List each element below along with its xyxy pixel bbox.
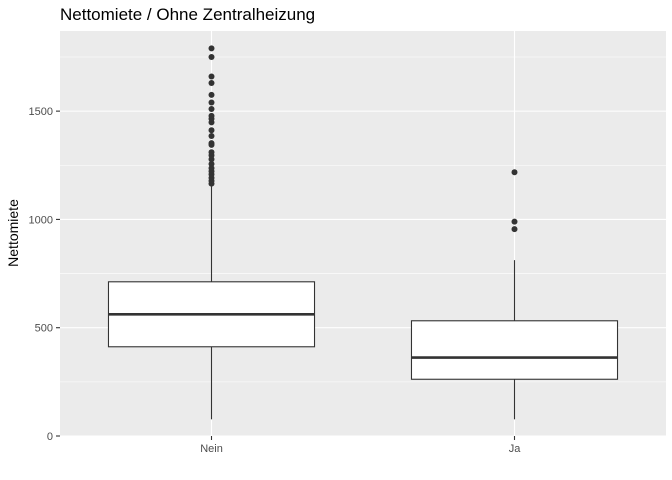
outlier-point bbox=[208, 140, 215, 147]
outlier-point bbox=[208, 165, 215, 172]
outlier-point bbox=[511, 169, 518, 176]
outlier-point bbox=[208, 133, 215, 140]
outlier-point bbox=[208, 160, 215, 167]
outlier-point bbox=[208, 45, 215, 52]
box-group bbox=[107, 45, 619, 420]
x-axis: Nein Ja bbox=[200, 436, 521, 455]
minor-gridlines bbox=[60, 56, 666, 383]
outlier-point bbox=[208, 91, 215, 98]
y-tick-label: 1500 bbox=[29, 106, 53, 118]
box-iqr bbox=[410, 320, 619, 380]
outlier-point bbox=[208, 149, 215, 156]
outlier-point bbox=[208, 79, 215, 86]
chart-title: Nettomiete / Ohne Zentralheizung bbox=[60, 5, 315, 24]
y-tick-label: 0 bbox=[47, 431, 53, 443]
outlier-point bbox=[208, 99, 215, 106]
outlier-point bbox=[208, 127, 215, 134]
x-tick-label: Ja bbox=[509, 443, 522, 455]
box-ja bbox=[410, 169, 619, 420]
outlier-point bbox=[208, 53, 215, 60]
y-axis: 0 500 1000 1500 bbox=[29, 106, 60, 443]
y-tick-label: 500 bbox=[35, 323, 53, 335]
outlier-point bbox=[208, 105, 215, 112]
y-axis-label: Nettomiete bbox=[5, 199, 21, 267]
outlier-point bbox=[511, 218, 518, 225]
box-nein bbox=[107, 45, 316, 420]
outlier-point bbox=[208, 73, 215, 80]
y-tick-label: 1000 bbox=[29, 214, 53, 226]
x-tick-label: Nein bbox=[200, 443, 223, 455]
outlier-point bbox=[208, 112, 215, 119]
outlier-point bbox=[511, 226, 518, 233]
